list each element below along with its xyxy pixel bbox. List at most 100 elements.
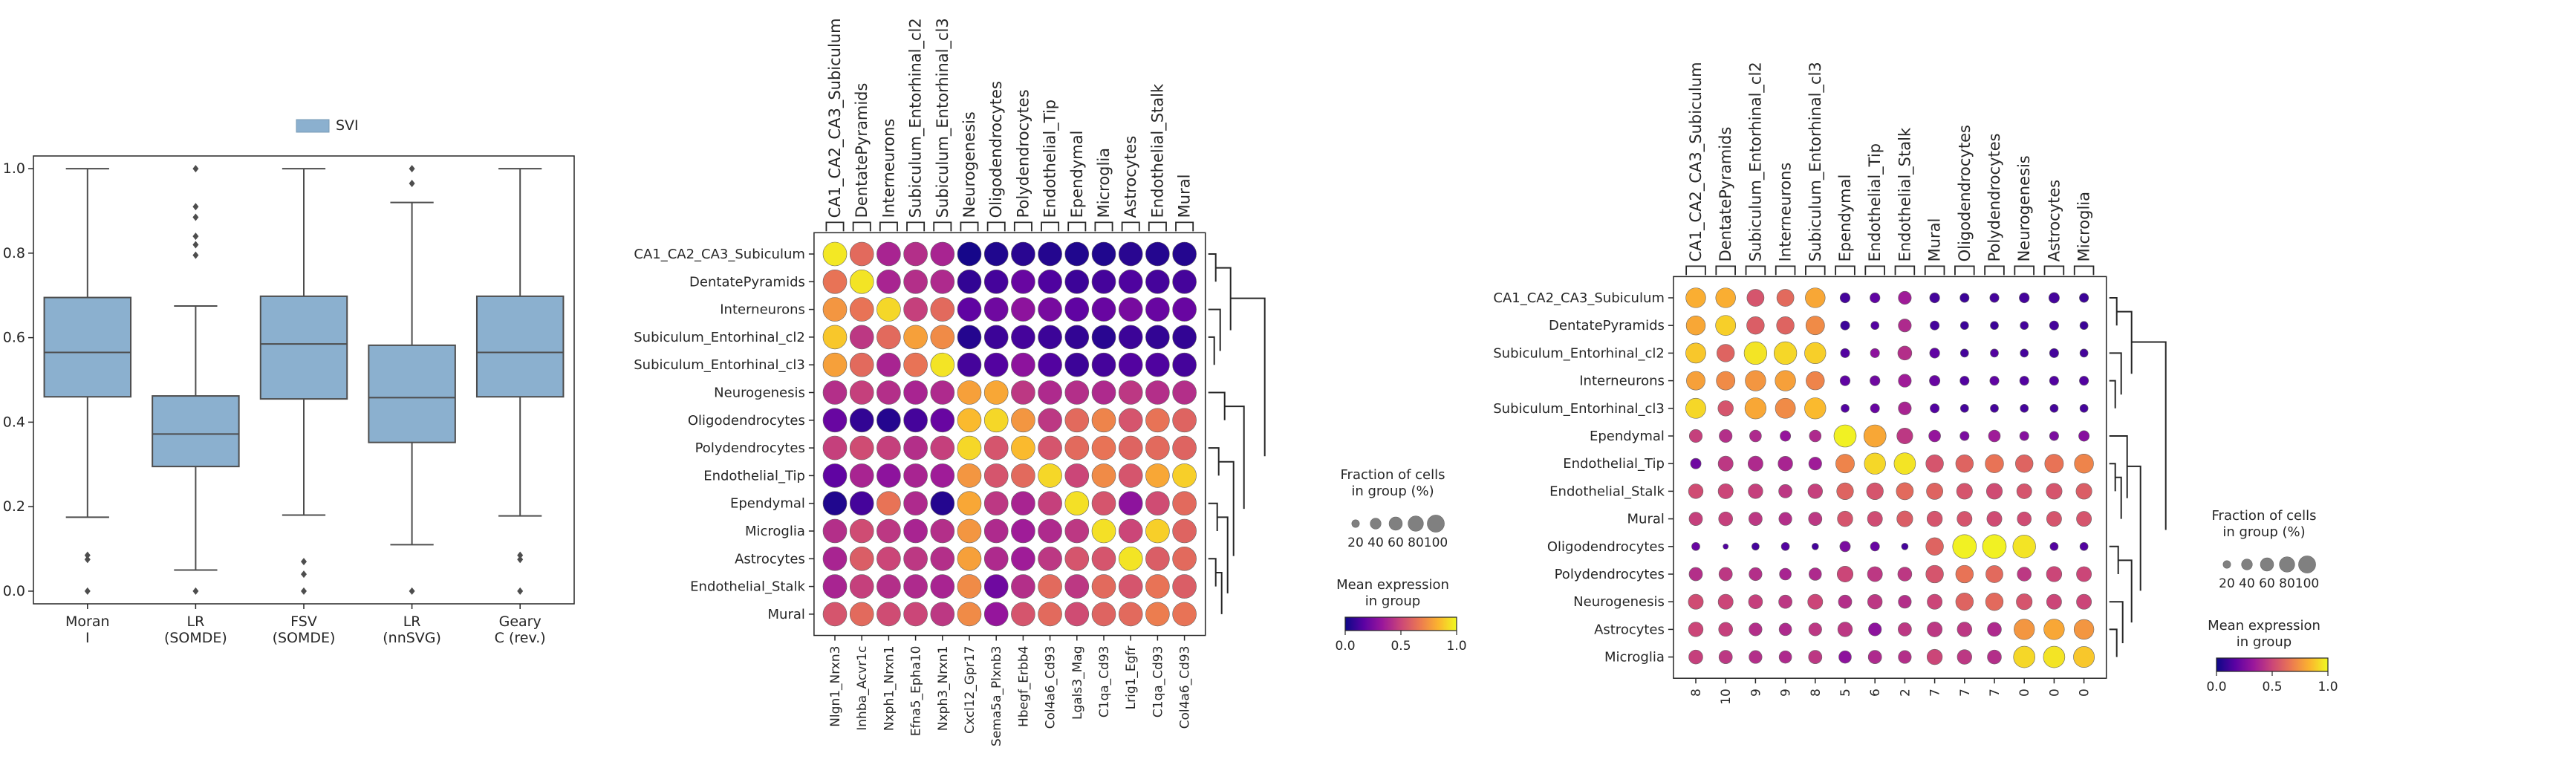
- outlier-point: [409, 587, 415, 595]
- dot-Astrocytes-0: [2043, 619, 2065, 640]
- dot-Ependymal-0: [2019, 431, 2029, 441]
- dot-DentatePyramids-C1qa_Cd93: [1091, 269, 1116, 294]
- dot-Oligodendrocytes-10: [1723, 543, 1729, 550]
- dot-Endothelial_Tip-Efna5_Epha10: [903, 463, 928, 488]
- dot-Neurogenesis-0: [2016, 593, 2033, 611]
- group-label: Subiculum_Entorhinal_cl2: [1746, 62, 1765, 261]
- x-tick-label: (SOMDE): [273, 630, 336, 646]
- dot-Astrocytes-Hbegf_Erbb4: [1011, 546, 1035, 571]
- dot-DentatePyramids-7: [1930, 320, 1940, 331]
- group-label: Polydendrocytes: [1014, 89, 1032, 218]
- dot-DentatePyramids-Nxph3_Nrxn1: [930, 269, 955, 294]
- dot-Ependymal-Cxcl12_Gpr17: [957, 491, 982, 516]
- col-label: Nxph3_Nrxn1: [936, 646, 951, 732]
- outlier-point: [84, 587, 91, 595]
- dot-Endothelial_Tip-5: [1835, 454, 1855, 474]
- dot-Astrocytes-7: [1987, 622, 2002, 637]
- dot-Mural-0: [2017, 511, 2032, 527]
- dot-CA1_CA2_CA3_Subiculum-10: [1715, 287, 1736, 308]
- dot-Neurogenesis-Hbegf_Erbb4: [1011, 380, 1035, 405]
- group-label: Interneurons: [1777, 163, 1795, 262]
- dot-Endothelial_Tip-Col4a6_Cd93: [1038, 463, 1062, 488]
- size-legend-dot: [1388, 516, 1403, 531]
- dot-Ependymal-Lrig1_Egfr: [1118, 491, 1143, 516]
- dot-Subiculum_Entorhinal_cl3-8: [1685, 397, 1706, 419]
- dot-Subiculum_Entorhinal_cl2-Inhba_Acvr1c: [849, 325, 874, 350]
- dot-Subiculum_Entorhinal_cl3-Cxcl12_Gpr17: [957, 352, 982, 377]
- group-bracket: [1715, 265, 1736, 276]
- dot-Astrocytes-Nlgn1_Nrxn3: [822, 546, 848, 571]
- x-tick-label: I: [85, 630, 90, 646]
- dot-Endothelial_Tip-8: [1690, 458, 1702, 469]
- row-label: DentatePyramids: [689, 274, 805, 290]
- dot-Endothelial_Tip-Nxph3_Nrxn1: [930, 463, 955, 488]
- dendrogram-link: [2109, 545, 2119, 574]
- row-label: Astrocytes: [1594, 622, 1665, 637]
- dot-Interneurons-Sema5a_Plxnb3: [983, 297, 1009, 322]
- dot-Oligodendrocytes-Lgals3_Mag: [1064, 408, 1090, 433]
- dot-Endothelial_Tip-Lgals3_Mag: [1064, 463, 1090, 488]
- dot-Mural-C1qa_Cd93: [1145, 602, 1170, 627]
- dot-Endothelial_Tip-Lrig1_Egfr: [1118, 463, 1143, 488]
- dot-CA1_CA2_CA3_Subiculum-8: [1805, 287, 1826, 308]
- dot-Microglia-7: [1957, 649, 1972, 665]
- outlier-point: [517, 551, 524, 559]
- size-legend-tick: 80: [2279, 576, 2295, 591]
- group-label: Microglia: [1095, 148, 1113, 218]
- dot-Mural-Hbegf_Erbb4: [1011, 602, 1035, 627]
- dot-DentatePyramids-Nlgn1_Nrxn3: [822, 269, 848, 294]
- dot-Subiculum_Entorhinal_cl3-5: [1841, 403, 1850, 413]
- group-label: Polydendrocytes: [1985, 133, 2003, 261]
- dot-Astrocytes-10: [1718, 622, 1733, 637]
- dot-Interneurons-9: [1775, 370, 1796, 391]
- dot-Interneurons-0: [2079, 376, 2089, 386]
- dot-Astrocytes-Lrig1_Egfr: [1118, 546, 1143, 571]
- dot-Endothelial_Tip-7: [1985, 454, 2004, 473]
- col-label: 8: [1689, 688, 1704, 697]
- col-label: Sema5a_Plxnb3: [989, 646, 1004, 746]
- dot-Subiculum_Entorhinal_cl2-9: [1773, 341, 1798, 365]
- group-bracket: [1041, 221, 1060, 232]
- dot-Subiculum_Entorhinal_cl3-Nlgn1_Nrxn3: [822, 352, 848, 377]
- dot-Interneurons-7: [1989, 376, 2000, 386]
- dot-Microglia-Inhba_Acvr1c: [849, 518, 874, 544]
- dot-CA1_CA2_CA3_Subiculum-Efna5_Epha10: [903, 241, 928, 267]
- dot-Endothelial_Tip-0: [2015, 455, 2034, 473]
- dot-Subiculum_Entorhinal_cl2-Lgals3_Mag: [1064, 325, 1090, 350]
- dot-Polydendrocytes-9: [1779, 567, 1792, 581]
- box-iqr: [475, 295, 565, 398]
- dot-DentatePyramids-0: [2020, 321, 2029, 331]
- dot-Oligodendrocytes-5: [1839, 541, 1851, 553]
- dot-Polydendrocytes-5: [1836, 565, 1854, 583]
- dot-Endothelial_Tip-8: [1808, 457, 1822, 471]
- dot-CA1_CA2_CA3_Subiculum-8: [1685, 287, 1706, 308]
- dot-Endothelial_Stalk-8: [1807, 484, 1823, 499]
- x-tick-label: (SOMDE): [164, 630, 227, 646]
- dot-DentatePyramids-Sema5a_Plxnb3: [983, 269, 1009, 294]
- dot-Interneurons-Col4a6_Cd93: [1038, 297, 1062, 322]
- dot-Polydendrocytes-7: [1985, 565, 2003, 583]
- dot-CA1_CA2_CA3_Subiculum-5: [1839, 292, 1851, 304]
- group-label: Ependymal: [1068, 131, 1086, 218]
- dot-Astrocytes-C1qa_Cd93: [1145, 546, 1170, 571]
- dendrogram-link: [1208, 502, 1218, 531]
- col-label: Lrig1_Egfr: [1124, 646, 1139, 710]
- group-bracket: [906, 221, 926, 232]
- group-label: Interneurons: [879, 119, 897, 218]
- col-label: Hbegf_Erbb4: [1016, 646, 1031, 727]
- dot-DentatePyramids-7: [1959, 321, 1969, 331]
- dot-Interneurons-5: [1839, 375, 1851, 386]
- dot-Mural-7: [1926, 510, 1943, 527]
- group-bracket: [1685, 265, 1706, 276]
- dendrogram-link: [2109, 297, 2118, 326]
- dot-Microglia-9: [1778, 650, 1792, 664]
- dot-Mural-Lrig1_Egfr: [1118, 602, 1143, 627]
- dot-Mural-Nxph3_Nrxn1: [930, 602, 955, 627]
- dot-CA1_CA2_CA3_Subiculum-Col4a6_Cd93: [1038, 241, 1062, 267]
- dot-Polydendrocytes-Inhba_Acvr1c: [849, 435, 874, 460]
- dot-DentatePyramids-Hbegf_Erbb4: [1011, 269, 1035, 294]
- outlier-point: [192, 213, 199, 221]
- dot-Microglia-7: [1926, 648, 1943, 665]
- dot-Subiculum_Entorhinal_cl2-Nlgn1_Nrxn3: [822, 325, 848, 350]
